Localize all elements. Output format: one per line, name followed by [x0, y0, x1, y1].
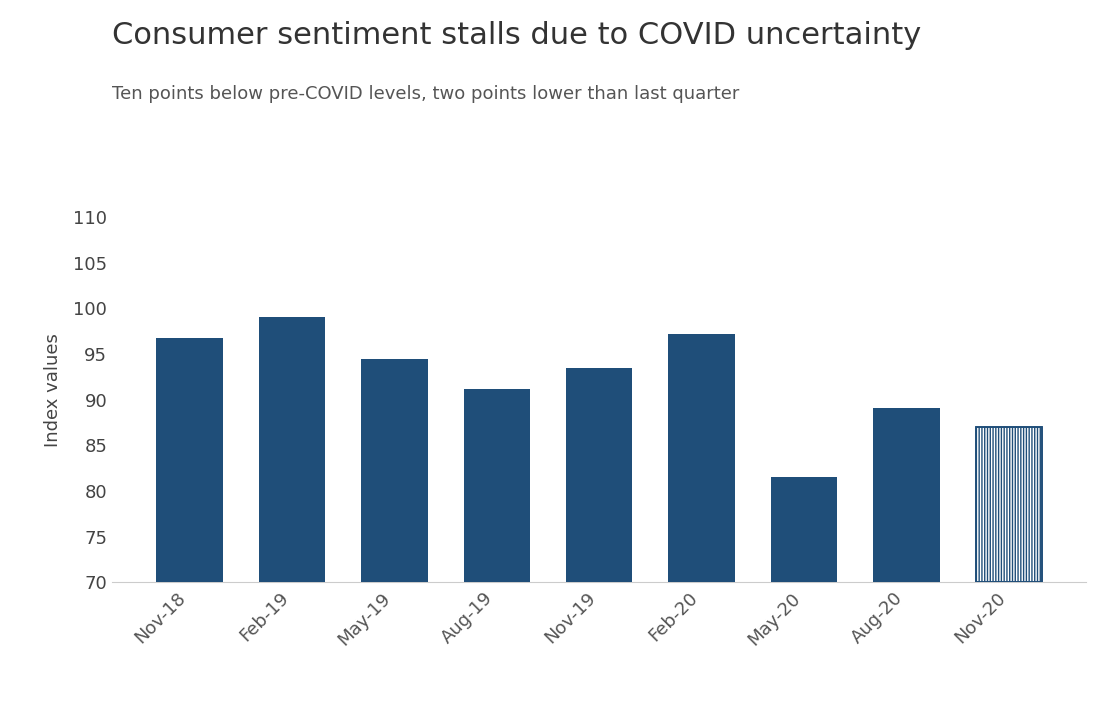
- Text: Ten points below pre-COVID levels, two points lower than last quarter: Ten points below pre-COVID levels, two p…: [112, 85, 739, 103]
- Bar: [259, 317, 325, 582]
- Bar: [157, 339, 223, 582]
- Bar: [566, 368, 633, 582]
- Bar: [976, 427, 1042, 582]
- Bar: [464, 388, 530, 582]
- Bar: [361, 359, 428, 582]
- Bar: [771, 477, 838, 582]
- Y-axis label: Index values: Index values: [44, 334, 62, 447]
- Bar: [976, 427, 1042, 582]
- Text: Consumer sentiment stalls due to COVID uncertainty: Consumer sentiment stalls due to COVID u…: [112, 21, 922, 50]
- Bar: [874, 408, 940, 582]
- Bar: [669, 334, 735, 582]
